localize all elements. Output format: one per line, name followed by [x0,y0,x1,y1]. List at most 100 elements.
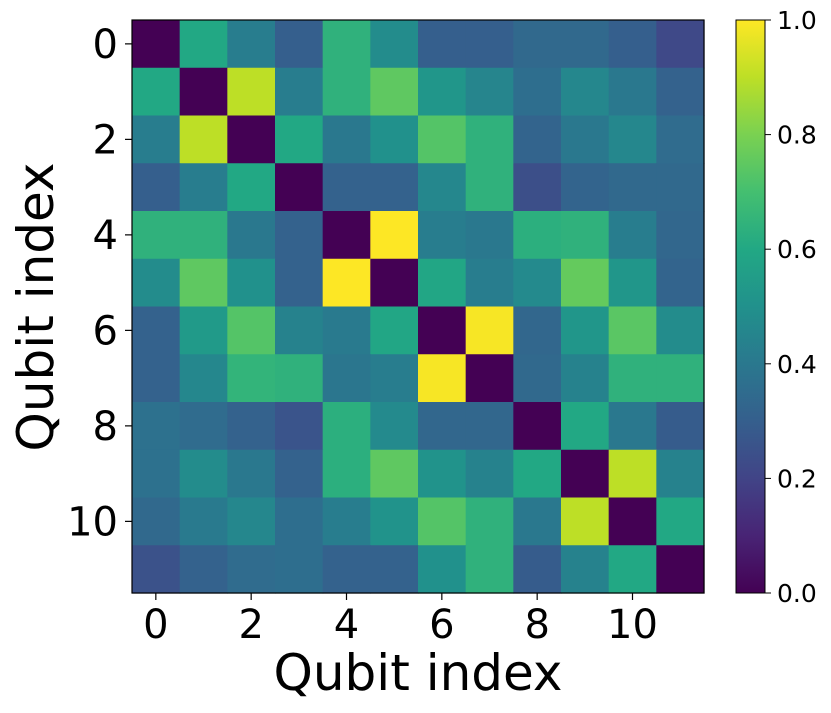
heatmap-cell-7-1 [179,354,228,403]
heatmap-cell-5-10 [608,258,657,308]
heatmap-cell-10-5 [370,497,419,546]
heatmap-cell-2-11 [656,115,705,164]
heatmap-cell-5-3 [275,258,324,308]
heatmap-cell-6-10 [608,306,657,355]
heatmap-cell-11-8 [513,545,562,594]
colorbar-tick-label-0.4: 0.4 [777,350,817,379]
heatmap-cell-3-11 [656,163,705,212]
heatmap-cell-5-0 [132,258,181,308]
colorbar-tick-label-0.2: 0.2 [777,464,817,493]
heatmap-cell-0-7 [465,20,514,69]
heatmap-cell-10-7 [465,497,514,546]
y-tick-label-8: 8 [93,404,118,450]
heatmap-cell-7-2 [227,354,276,403]
heatmap-cell-8-4 [322,402,371,451]
heatmap-cell-7-0 [132,354,181,403]
heatmap-cell-9-7 [465,449,514,499]
heatmap-cell-11-3 [275,545,324,594]
heatmap-cell-3-3 [275,163,324,212]
y-tick-label-4: 4 [93,213,118,259]
heatmap-cell-3-9 [561,163,610,212]
x-tick-label-8: 8 [524,602,549,648]
x-tick-label-0: 0 [143,602,168,648]
x-tick-label-10: 10 [607,602,658,648]
heatmap-cell-3-8 [513,163,562,212]
colorbar-tick-label-0.8: 0.8 [777,121,817,150]
heatmap-cell-10-11 [656,497,705,546]
heatmap-cell-0-2 [227,20,276,69]
heatmap-cell-5-2 [227,258,276,308]
heatmap-cell-6-5 [370,306,419,355]
heatmap-cell-2-3 [275,115,324,164]
heatmap-cell-6-0 [132,306,181,355]
x-axis-title: Qubit index [274,644,563,702]
heatmap-cell-2-6 [418,115,467,164]
heatmap-cell-4-0 [132,211,181,260]
heatmap-cell-9-10 [608,449,657,499]
heatmap-cell-4-2 [227,211,276,260]
heatmap-cell-3-5 [370,163,419,212]
heatmap-cell-8-7 [465,402,514,451]
heatmap-cell-8-10 [608,402,657,451]
x-tick-label-2: 2 [238,602,263,648]
heatmap-cell-2-5 [370,115,419,164]
heatmap-cell-4-3 [275,211,324,260]
heatmap-cell-3-0 [132,163,181,212]
heatmap-cell-10-8 [513,497,562,546]
heatmap-cell-1-0 [132,67,181,117]
heatmap-cell-10-0 [132,497,181,546]
heatmap-cell-11-2 [227,545,276,594]
heatmap-cell-2-1 [179,115,228,164]
heatmap-cell-4-1 [179,211,228,260]
heatmap-cell-11-5 [370,545,419,594]
colorbar-tick-label-0.0: 0.0 [777,579,817,608]
heatmap-cell-1-9 [561,67,610,117]
x-axis: 0 2 4 6 8 10 [143,593,658,648]
y-axis-title: Qubit index [7,163,65,452]
heatmap-cell-10-2 [227,497,276,546]
heatmap-cell-10-3 [275,497,324,546]
heatmap-cell-5-6 [418,258,467,308]
heatmap-cell-1-7 [465,67,514,117]
heatmap-cell-9-3 [275,449,324,499]
y-axis: 0 2 4 6 8 10 [67,22,132,545]
heatmap-cell-9-4 [322,449,371,499]
heatmap-cell-9-9 [561,449,610,499]
heatmap-cell-8-3 [275,402,324,451]
heatmap-cell-11-0 [132,545,181,594]
heatmap-cell-9-0 [132,449,181,499]
heatmap-cell-4-11 [656,211,705,260]
heatmap-cell-2-0 [132,115,181,164]
heatmap-cell-8-1 [179,402,228,451]
y-tick-label-6: 6 [93,308,118,354]
plot-frame [131,19,705,594]
x-tick-label-6: 6 [429,602,454,648]
heatmap-cell-6-9 [561,306,610,355]
heatmap-cell-5-5 [370,258,419,308]
heatmap-cell-9-8 [513,449,562,499]
heatmap-cell-1-6 [418,67,467,117]
heatmap-cell-11-10 [608,545,657,594]
heatmap-cell-5-8 [513,258,562,308]
heatmap-cell-0-3 [275,20,324,69]
heatmap-cell-8-8 [513,402,562,451]
heatmap-cell-7-7 [465,354,514,403]
heatmap-cell-9-1 [179,449,228,499]
heatmap-cell-1-4 [322,67,371,117]
heatmap-cell-2-8 [513,115,562,164]
heatmap-cell-0-4 [322,20,371,69]
heatmap-cell-6-2 [227,306,276,355]
heatmap-cell-0-11 [656,20,705,69]
heatmap-cell-3-2 [227,163,276,212]
heatmap-cell-8-0 [132,402,181,451]
y-tick-label-10: 10 [67,499,118,545]
heatmap-cell-3-6 [418,163,467,212]
heatmap-cell-0-8 [513,20,562,69]
heatmap-cell-6-3 [275,306,324,355]
heatmap-cell-4-10 [608,211,657,260]
heatmap-cell-6-7 [465,306,514,355]
heatmap-cell-0-0 [132,20,181,69]
heatmap-cell-1-1 [179,67,228,117]
heatmap-cell-8-9 [561,402,610,451]
heatmap-cell-10-4 [322,497,371,546]
